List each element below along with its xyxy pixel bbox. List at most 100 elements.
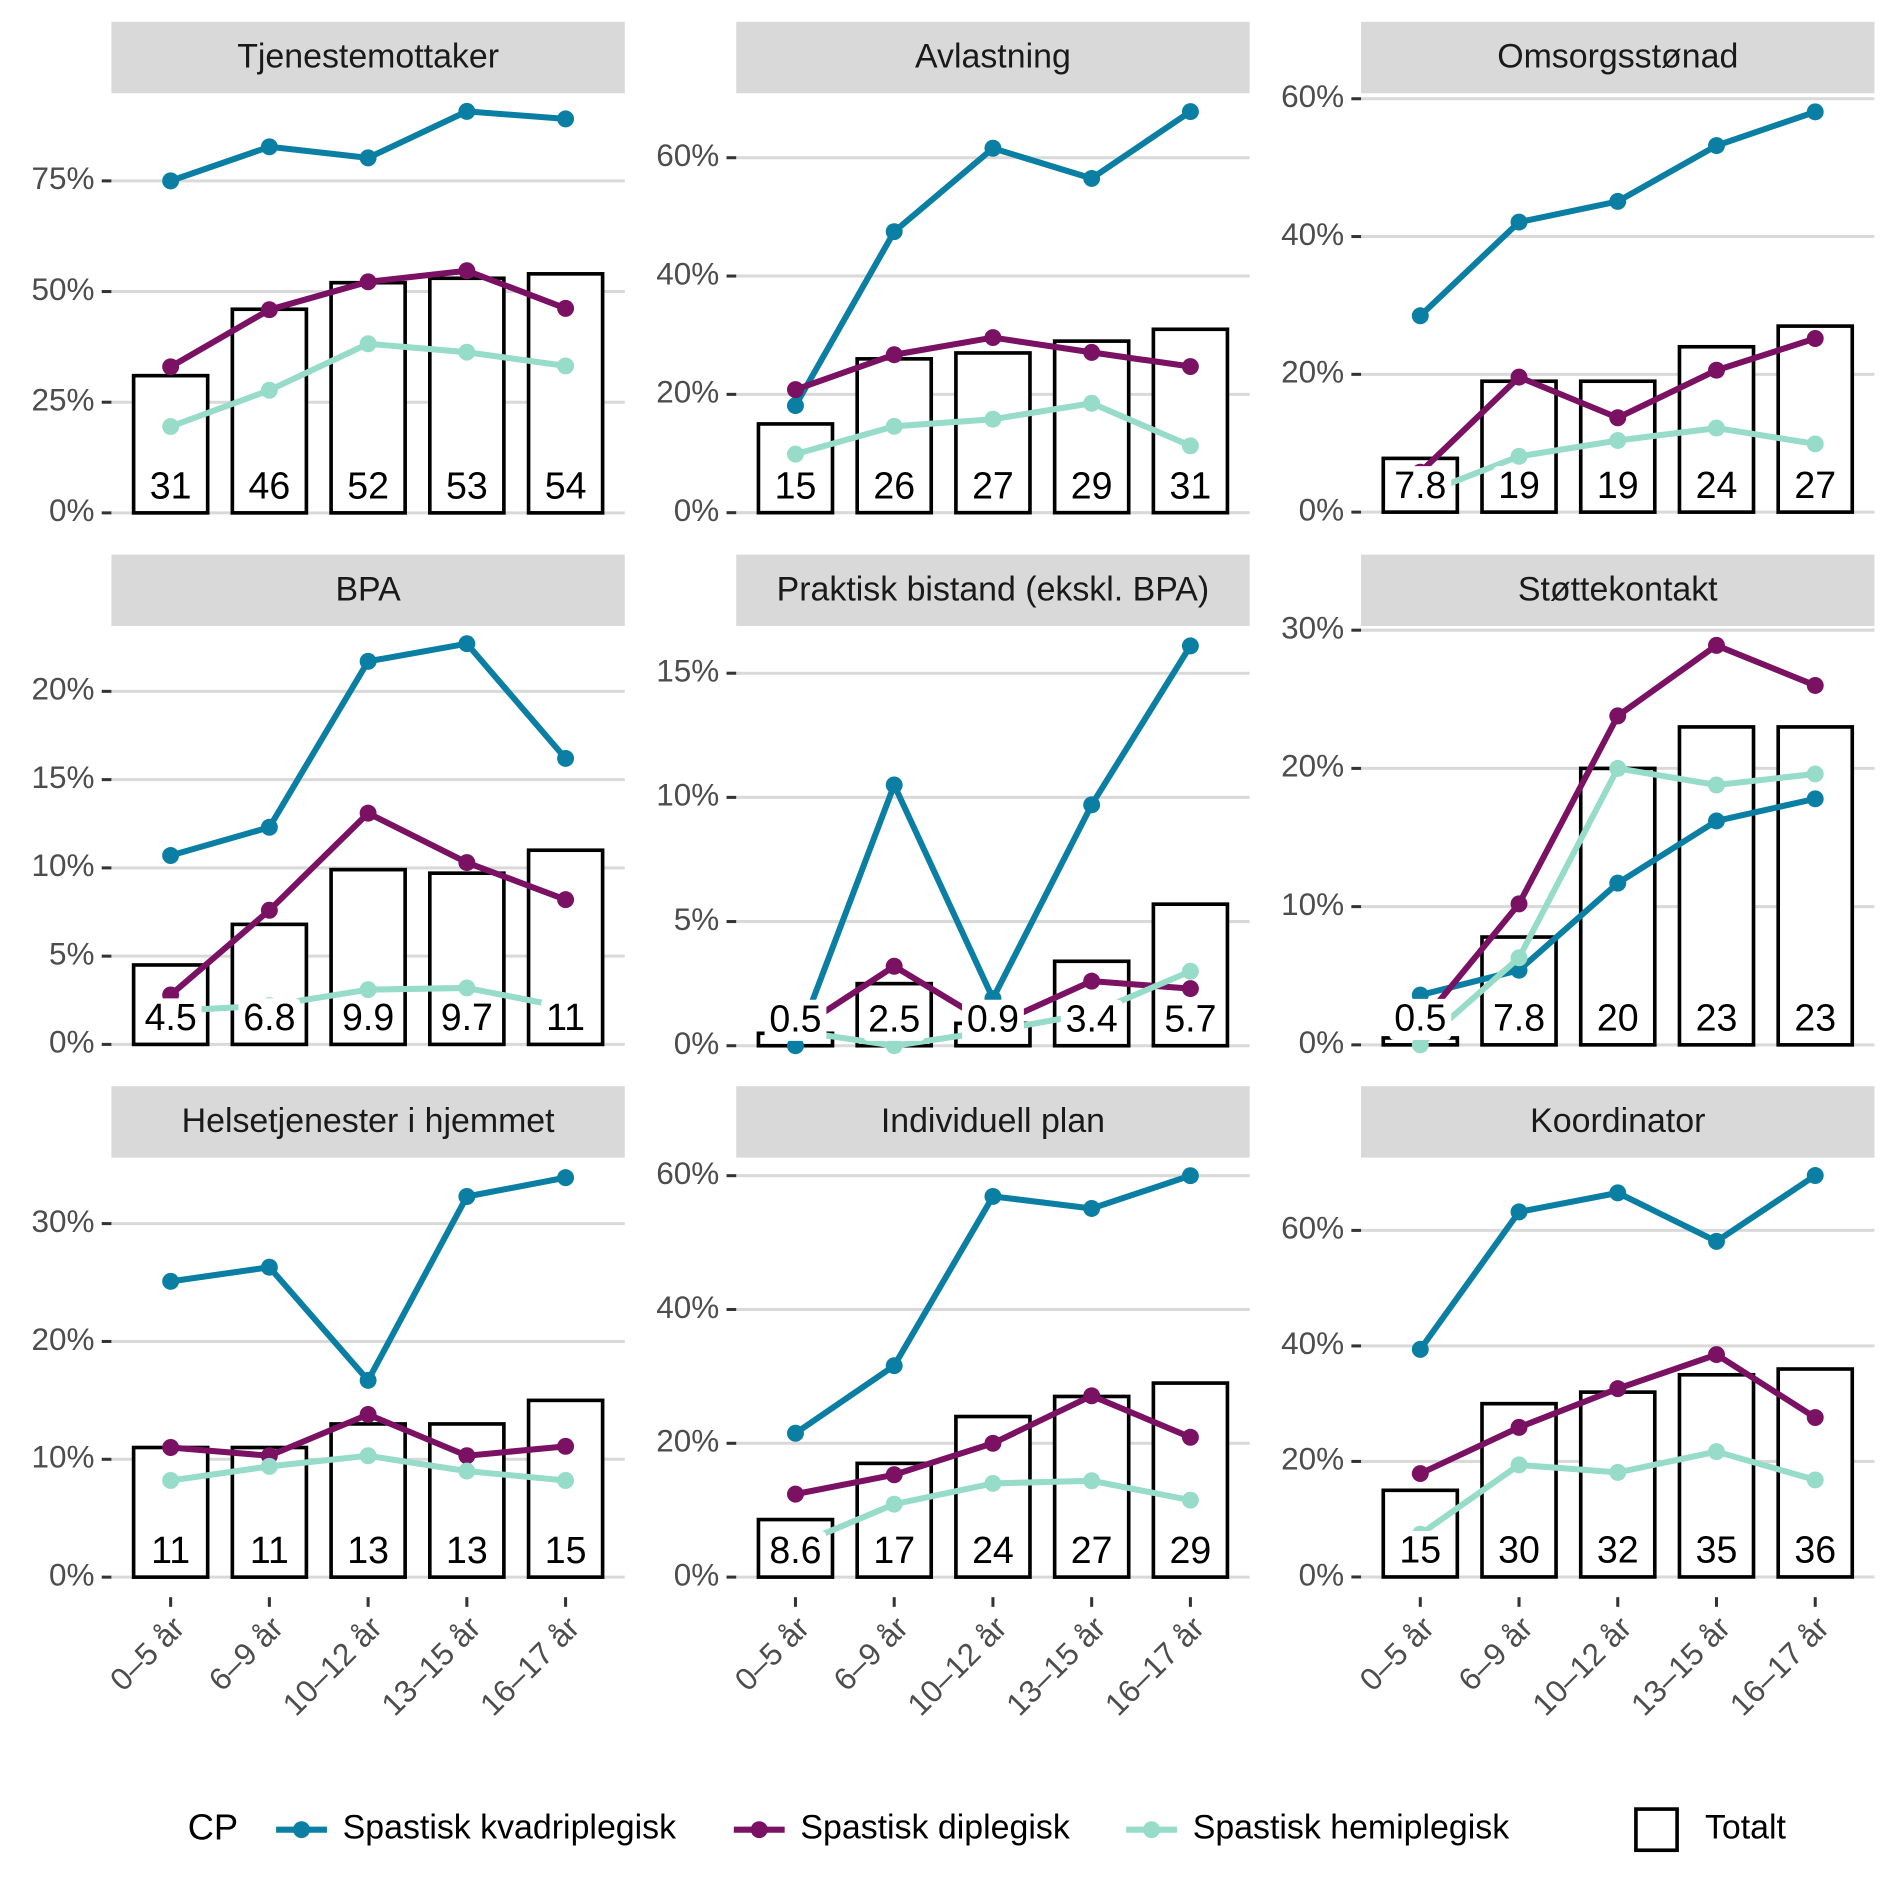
- series-point: [1708, 1232, 1725, 1250]
- bar-label-group: 29: [1065, 464, 1118, 508]
- bar-label-background: [1690, 998, 1743, 1041]
- bar-label-group: 0.9: [962, 997, 1024, 1041]
- series-point: [1181, 437, 1199, 455]
- panel-title: Avlastning: [915, 38, 1071, 76]
- bar-label: 27: [1071, 1529, 1113, 1571]
- y-tick-label: 60%: [1281, 1211, 1344, 1246]
- bar-label: 13: [347, 1529, 389, 1571]
- series-point: [984, 1474, 1002, 1492]
- bar-label-group: 13: [342, 1529, 394, 1573]
- series-point: [1708, 636, 1725, 654]
- legend-key-point: [1143, 1821, 1161, 1839]
- series-point: [162, 172, 180, 190]
- bar-label-background: [1789, 998, 1841, 1041]
- bar-label: 6.8: [243, 996, 295, 1038]
- series-point: [885, 1495, 903, 1513]
- bar-label: 11: [250, 1529, 289, 1571]
- bar-label-group: 27: [967, 464, 1019, 508]
- series-point: [1083, 972, 1101, 990]
- y-tick-label: 10%: [1281, 887, 1344, 922]
- bar-label-background: [764, 1531, 827, 1573]
- series-point: [458, 1188, 476, 1205]
- bar-label: 36: [1794, 1529, 1836, 1571]
- panel-title: Praktisk bistand (ekskl. BPA): [777, 570, 1210, 608]
- bar-label-background: [769, 466, 822, 508]
- series-point: [1806, 765, 1824, 783]
- series-point: [1609, 1380, 1627, 1398]
- series-point: [984, 329, 1002, 347]
- series-point: [162, 418, 180, 436]
- panel-title: Tjenestemottaker: [237, 38, 499, 76]
- bar-label: 35: [1696, 1529, 1738, 1571]
- y-tick-label: 25%: [31, 383, 94, 418]
- series-point: [1181, 358, 1199, 376]
- bar-label-group: 7.8: [1488, 997, 1550, 1041]
- bar-label: 29: [1071, 464, 1113, 506]
- bar-label-group: 52: [342, 465, 394, 509]
- series-point: [786, 1485, 804, 1503]
- strip-background: [736, 21, 1250, 94]
- series-point: [984, 1187, 1002, 1205]
- series-point: [1083, 1387, 1101, 1405]
- series-point: [786, 1037, 804, 1055]
- series-point: [359, 1406, 377, 1423]
- panel-title: Omsorgsstønad: [1497, 38, 1738, 76]
- strip-background: [1361, 554, 1875, 627]
- bar-label: 19: [1597, 464, 1639, 506]
- y-tick-label: 10%: [31, 848, 94, 883]
- bar-label-group: 31: [144, 465, 197, 509]
- series-point: [885, 1037, 903, 1055]
- bar-label-background: [868, 1531, 920, 1573]
- bar-label: 5.7: [1164, 997, 1216, 1039]
- bar-label-background: [1592, 466, 1644, 508]
- series-point: [1806, 790, 1824, 808]
- series-point: [458, 102, 476, 120]
- bar: [1776, 725, 1855, 1047]
- bar-label: 54: [545, 465, 587, 507]
- bar-label: 7.8: [1493, 997, 1545, 1039]
- series-point: [786, 445, 804, 463]
- bar-label: 52: [347, 465, 389, 507]
- series-point: [984, 139, 1002, 157]
- bar-label-group: 36: [1789, 1529, 1841, 1573]
- series-point: [557, 357, 575, 375]
- bar-label: 15: [775, 464, 817, 506]
- series-point: [260, 381, 278, 399]
- y-tick-label: 40%: [1281, 1326, 1344, 1361]
- series-point: [1181, 103, 1199, 121]
- series-point: [1806, 1167, 1824, 1184]
- y-tick-label: 20%: [31, 672, 94, 707]
- series-point: [1510, 447, 1528, 465]
- y-tick-label: 5%: [674, 902, 719, 937]
- y-tick-label: 20%: [1281, 355, 1344, 390]
- series-point: [260, 138, 278, 156]
- series-point: [1083, 1472, 1101, 1490]
- bar-label-background: [146, 1531, 195, 1573]
- series-point: [1609, 707, 1627, 725]
- series-point: [1609, 409, 1627, 427]
- bar-label-group: 20: [1592, 997, 1644, 1041]
- strip-background: [736, 1086, 1250, 1158]
- bar-label-group: 24: [967, 1529, 1019, 1573]
- bar-label-background: [541, 998, 590, 1040]
- series-point: [1806, 435, 1824, 453]
- bar-label-group: 15: [769, 464, 822, 508]
- series-point: [458, 1462, 476, 1480]
- bar-label-group: 19: [1592, 464, 1644, 508]
- bar-label: 46: [249, 465, 291, 507]
- legend-label: Totalt: [1705, 1809, 1787, 1847]
- series-point: [458, 343, 476, 361]
- series-point: [1609, 1463, 1627, 1481]
- y-tick-label: 40%: [656, 256, 719, 291]
- bar-label-background: [863, 999, 926, 1041]
- series-point: [260, 818, 278, 836]
- series-point: [1181, 1167, 1199, 1185]
- series-point: [359, 804, 377, 822]
- series-point: [885, 346, 903, 364]
- bar-label-group: 0.5: [1389, 997, 1452, 1041]
- series-point: [162, 1472, 180, 1489]
- series-point: [260, 1457, 278, 1475]
- series-point: [557, 110, 575, 128]
- y-tick-label: 30%: [1281, 610, 1344, 645]
